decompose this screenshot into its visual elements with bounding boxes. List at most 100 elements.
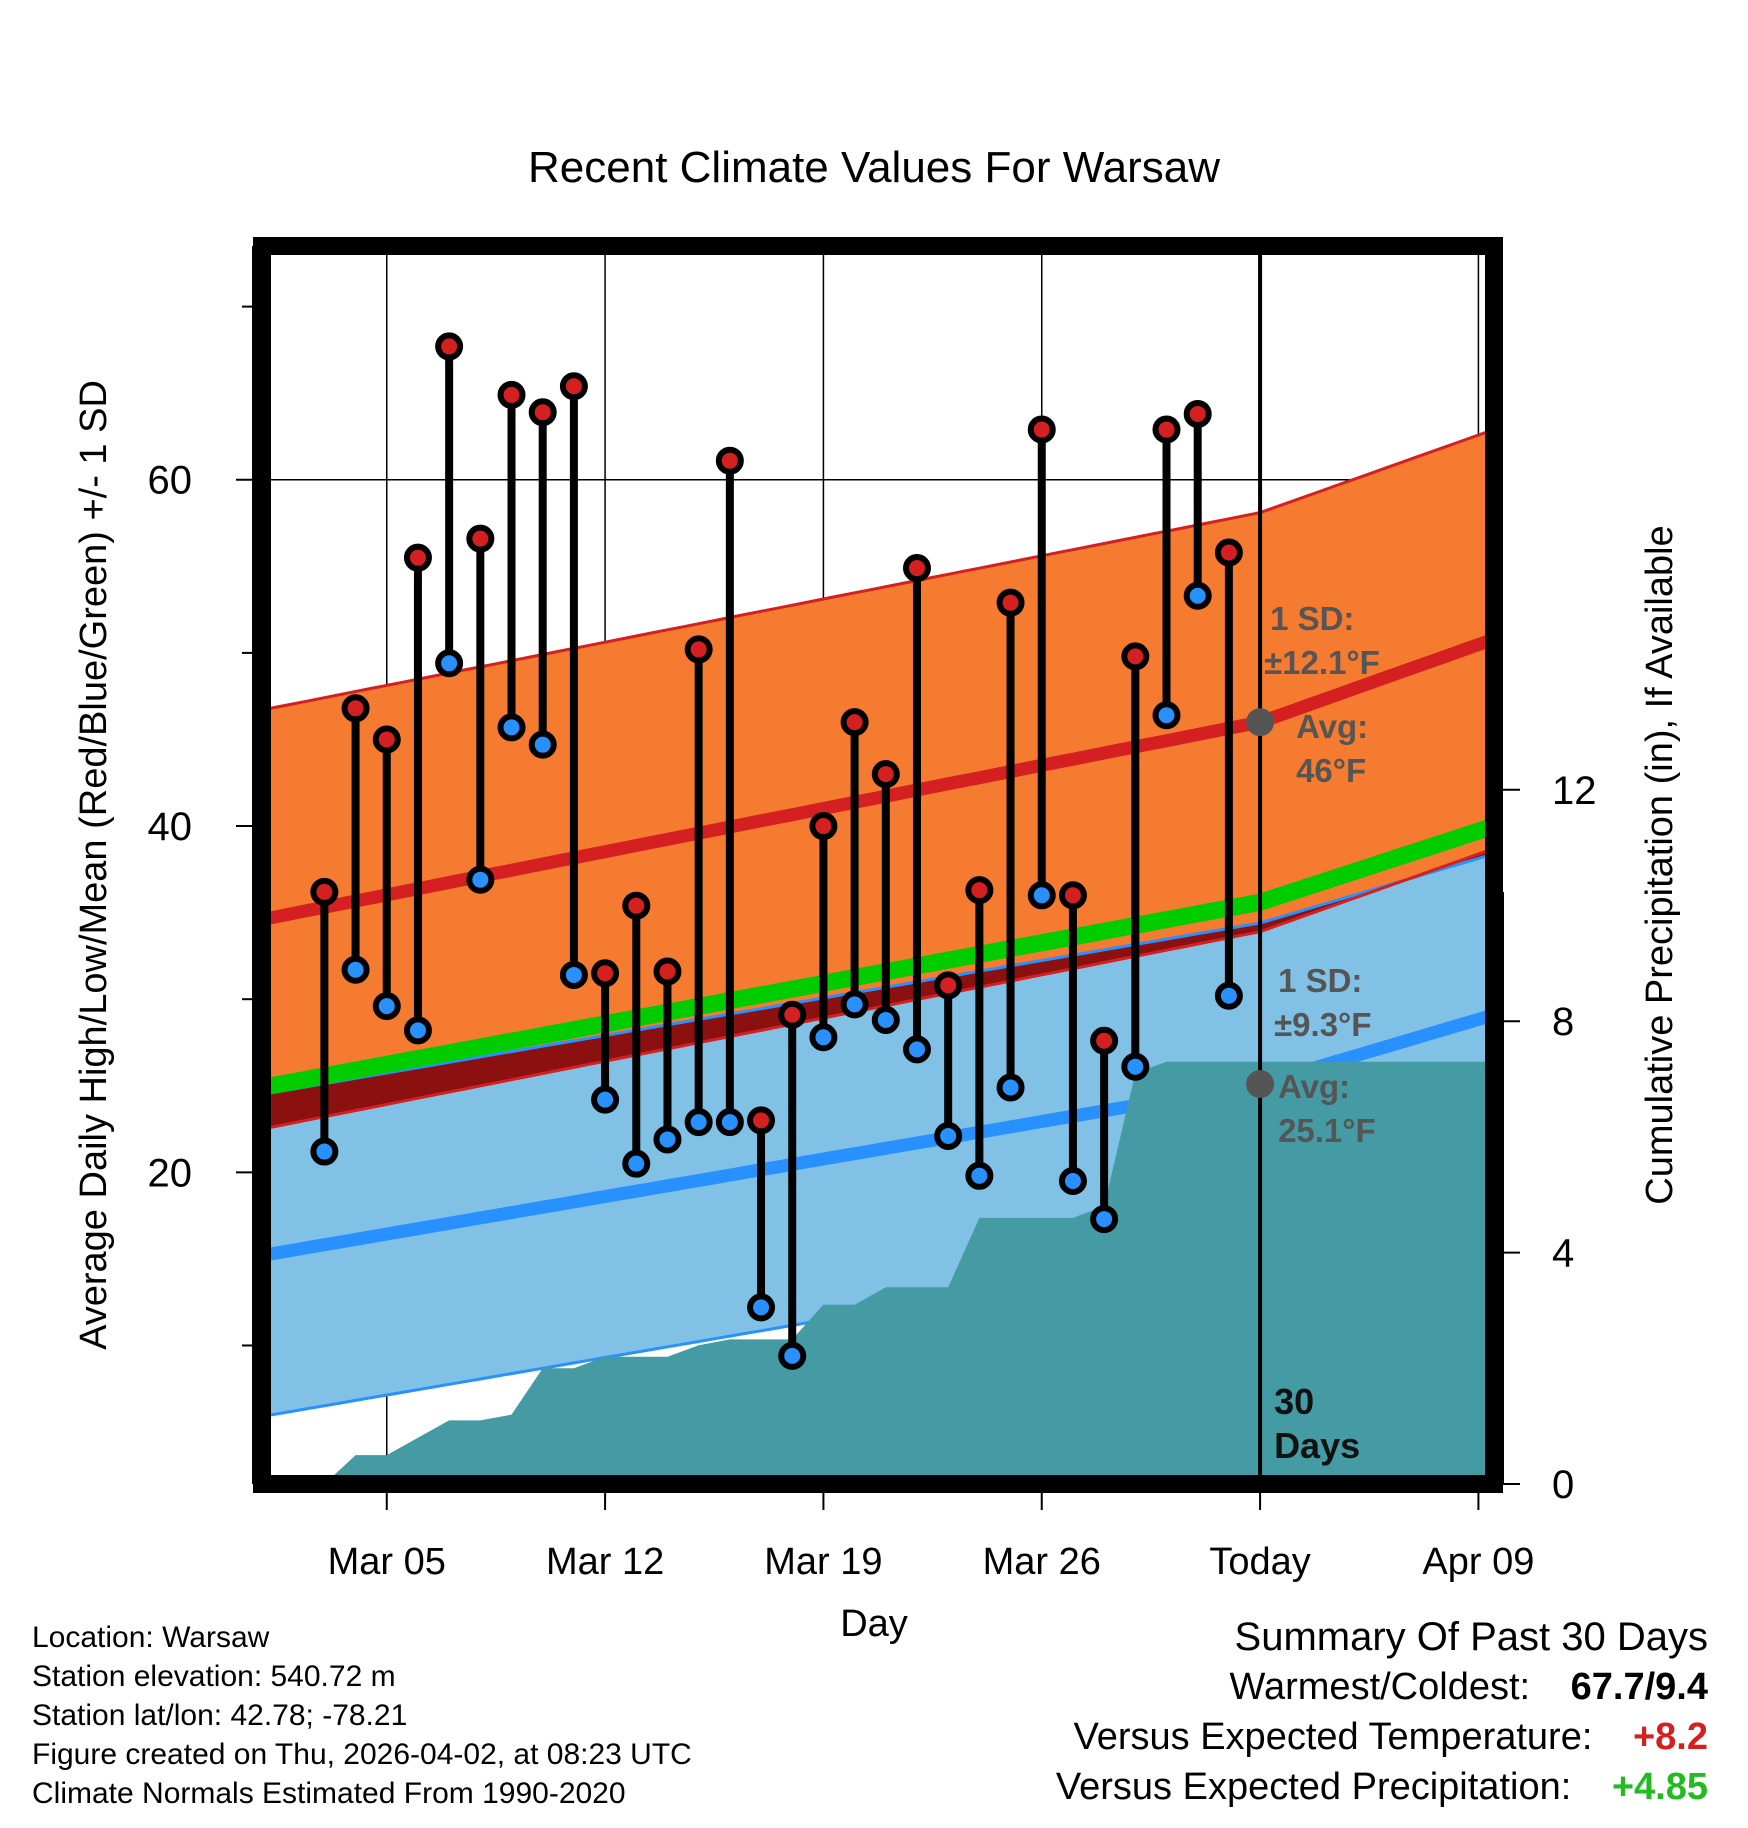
low-temp-point (559, 960, 588, 989)
latlon-text: Station lat/lon: 42.78; -78.21 (32, 1699, 408, 1732)
low-temp-point (965, 1161, 994, 1190)
low-avg-label: Avg: (1278, 1068, 1350, 1105)
station-info: Location: Warsaw Station elevation: 540.… (32, 1618, 692, 1813)
low-temp-point (871, 1005, 900, 1034)
high-temp-point (871, 760, 900, 789)
y2-tick-label: 4 (1552, 1232, 1574, 1276)
high-temp-point (809, 812, 838, 841)
mean-normal-line (262, 817, 1494, 1096)
high-temp-point (840, 708, 869, 737)
high-avg-value: 46°F (1296, 752, 1366, 789)
y-tick-label: 60 (148, 459, 193, 503)
high-temp-point (341, 694, 370, 723)
high-sd-lower-edge (262, 847, 1494, 1131)
high-temp-point (1214, 538, 1243, 567)
low-sd-upper-edge (262, 852, 1494, 1096)
today-low-avg-marker (1246, 1070, 1275, 1099)
high-temp-point (996, 588, 1025, 617)
high-temp-point (1121, 642, 1150, 671)
high-temp-point (747, 1106, 776, 1135)
low-temp-point (466, 865, 495, 894)
high-temp-point (435, 332, 464, 361)
x-tick-label: Mar 26 (983, 1541, 1101, 1583)
high-temp-point (559, 372, 588, 401)
low-temp-point (1090, 1205, 1119, 1234)
high-avg-label: Avg: (1296, 708, 1368, 745)
summary-warmest-row: Warmest/Coldest: 67.7/9.4 (1056, 1662, 1708, 1712)
created-text: Figure created on Thu, 2026-04-02, at 08… (32, 1738, 692, 1771)
low-temp-point (1121, 1052, 1150, 1081)
high-temp-point (1183, 399, 1212, 428)
summary-title: Summary Of Past 30 Days (1234, 1615, 1708, 1659)
chart-title: Recent Climate Values For Warsaw (528, 143, 1220, 192)
low-temp-point (996, 1073, 1025, 1102)
low-sd-label: 1 SD: (1278, 962, 1362, 999)
low-temp-point (497, 713, 526, 742)
temp-value: +8.2 (1632, 1716, 1708, 1758)
high-temp-point (934, 971, 963, 1000)
high-temp-point (684, 635, 713, 664)
y2-axis-label: Cumulative Precipitation (in), If Availa… (1639, 525, 1681, 1204)
high-temp-point (1152, 415, 1181, 444)
temp-label: Versus Expected Temperature: (1073, 1716, 1593, 1758)
high-sd-label: 1 SD: (1270, 600, 1354, 637)
low-temp-point (528, 730, 557, 759)
location-text: Location: Warsaw (32, 1621, 270, 1654)
high-temp-point (591, 959, 620, 988)
low-temp-point (840, 990, 869, 1019)
low-temp-point (403, 1016, 432, 1045)
high-temp-point (902, 554, 931, 583)
high-temp-point (1058, 881, 1087, 910)
high-temp-point (715, 446, 744, 475)
low-temp-point (902, 1035, 931, 1064)
warmest-label: Warmest/Coldest: (1229, 1666, 1531, 1708)
summary-precip-row: Versus Expected Precipitation: +4.85 (1056, 1762, 1708, 1812)
plot-frame (253, 237, 1503, 1493)
warmest-value: 67.7/9.4 (1570, 1666, 1708, 1708)
high-temp-point (403, 543, 432, 572)
low-temp-point (622, 1149, 651, 1178)
low-sd-band (262, 853, 1494, 1417)
low-temp-point (341, 955, 370, 984)
summary-temp-row: Versus Expected Temperature: +8.2 (1056, 1712, 1708, 1762)
precip-label: Versus Expected Precipitation: (1055, 1766, 1572, 1808)
high-temp-point (497, 380, 526, 409)
x-tick-label: Apr 09 (1422, 1541, 1534, 1583)
days-count-number: 30 (1274, 1381, 1314, 1422)
x-tick-label: Mar 12 (546, 1541, 664, 1583)
days-count-label: Days (1274, 1425, 1360, 1466)
high-temp-point (965, 876, 994, 905)
y-tick-label: 40 (148, 805, 193, 849)
x-axis-label: Day (840, 1603, 908, 1645)
low-temp-point (715, 1108, 744, 1137)
high-temp-point (1090, 1026, 1119, 1055)
low-temp-point (1058, 1166, 1087, 1195)
low-temp-point (778, 1341, 807, 1370)
today-high-avg-marker (1246, 708, 1275, 737)
high-temp-point (310, 877, 339, 906)
high-temp-point (466, 524, 495, 553)
low-temp-point (310, 1137, 339, 1166)
low-sd-value: ±9.3°F (1274, 1006, 1371, 1043)
high-temp-point (778, 1000, 807, 1029)
low-temp-point (1152, 701, 1181, 730)
x-tick-label: Mar 19 (764, 1541, 882, 1583)
x-tick-label: Mar 05 (328, 1541, 446, 1583)
high-temp-point (653, 957, 682, 986)
y2-tick-label: 0 (1552, 1463, 1574, 1507)
high-temp-point (528, 398, 557, 427)
high-sd-upper-edge (262, 428, 1494, 712)
normals-text: Climate Normals Estimated From 1990-2020 (32, 1777, 626, 1810)
y-axis-label: Average Daily High/Low/Mean (Red/Blue/Gr… (73, 380, 115, 1350)
elevation-text: Station elevation: 540.72 m (32, 1660, 396, 1693)
x-tick-label: Today (1209, 1541, 1310, 1583)
low-temp-point (1214, 981, 1243, 1010)
precip-value: +4.85 (1611, 1766, 1708, 1808)
low-temp-point (934, 1121, 963, 1150)
y-tick-label: 20 (148, 1151, 193, 1195)
high-sd-value: ±12.1°F (1264, 644, 1380, 681)
low-avg-value: 25.1°F (1278, 1112, 1376, 1149)
y2-tick-label: 12 (1552, 769, 1597, 813)
summary-panel: Summary Of Past 30 Days Warmest/Coldest:… (1056, 1612, 1708, 1812)
